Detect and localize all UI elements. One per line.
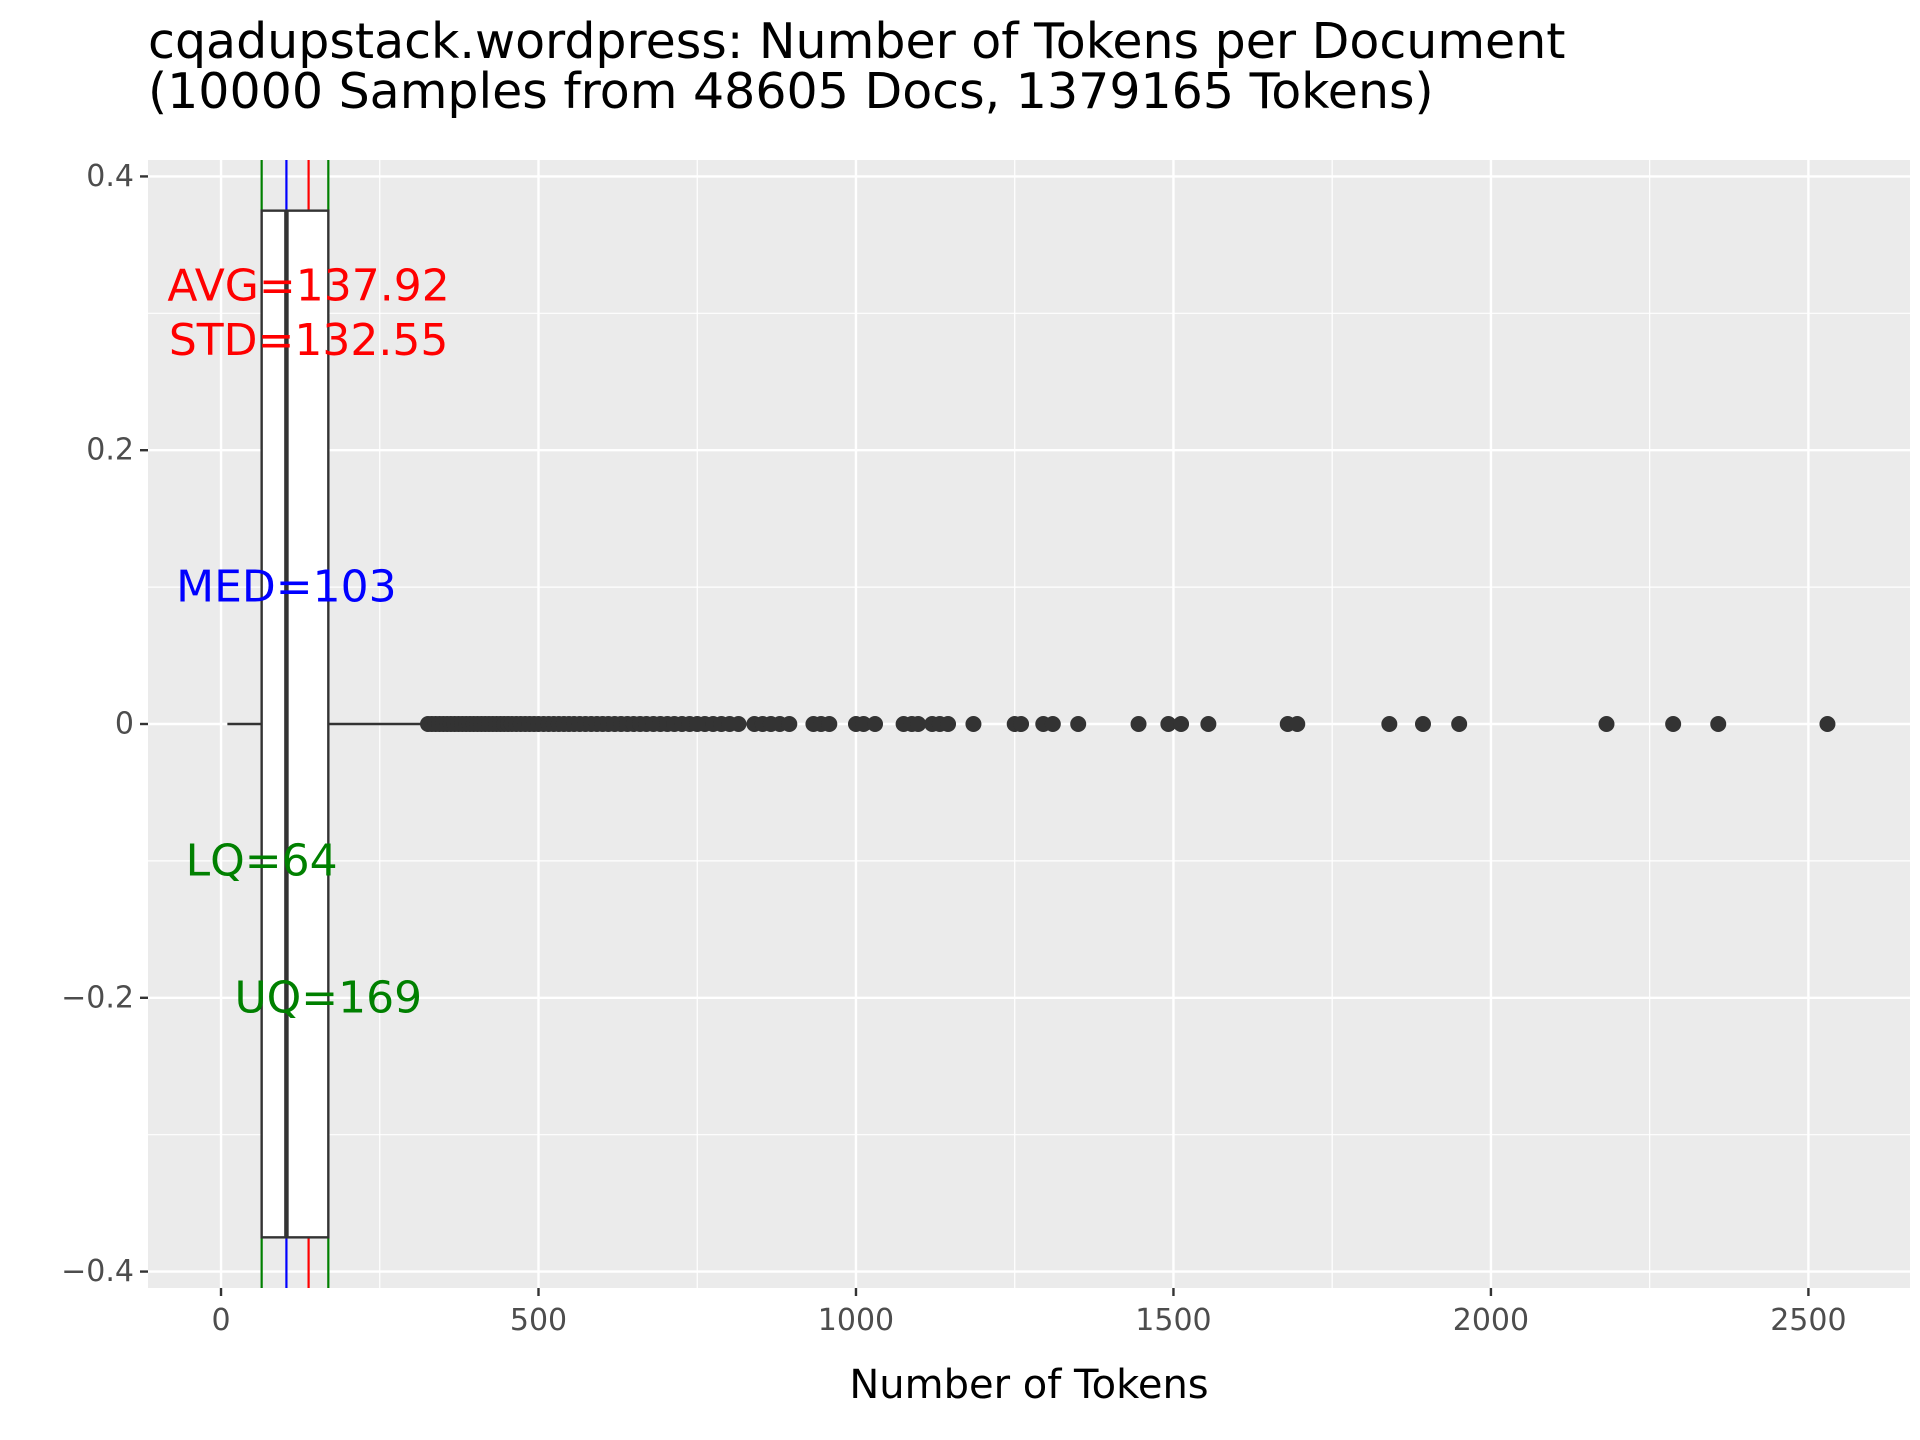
- x-tick-label: 500: [510, 1303, 567, 1338]
- outlier-point: [910, 716, 927, 732]
- outlier-point: [1665, 716, 1682, 732]
- x-tick-label: 1500: [1135, 1303, 1211, 1338]
- y-tick-label: 0: [115, 707, 134, 742]
- chart-title: cqadupstack.wordpress: Number of Tokens …: [148, 13, 1565, 70]
- outlier-point: [1710, 716, 1727, 732]
- annotation-label: MED=103: [176, 562, 397, 613]
- outlier-point: [867, 716, 884, 732]
- outlier-point: [1414, 716, 1431, 732]
- x-tick-label: 2000: [1453, 1303, 1529, 1338]
- annotation-label: UQ=169: [234, 972, 422, 1023]
- outlier-point: [1013, 716, 1030, 732]
- y-tick-label: −0.2: [61, 980, 134, 1015]
- box-iqr: [260, 209, 330, 1239]
- annotation-label: LQ=64: [186, 835, 338, 886]
- boxplot: [227, 209, 429, 1239]
- annotation-label: AVG=137.92: [167, 260, 449, 311]
- outlier-point: [1598, 716, 1615, 732]
- y-tick-label: 0.4: [86, 159, 134, 194]
- outlier-point: [1173, 716, 1190, 732]
- outlier-points: [420, 716, 1836, 732]
- y-tick-label: 0.2: [86, 433, 134, 468]
- outlier-point: [940, 716, 957, 732]
- annotation-label: STD=132.55: [169, 315, 449, 366]
- outlier-point: [821, 716, 838, 732]
- outlier-point: [1451, 716, 1468, 732]
- x-tick-label: 0: [211, 1303, 230, 1338]
- y-tick-label: −0.4: [61, 1254, 134, 1289]
- outlier-point: [1130, 716, 1147, 732]
- outlier-point: [1044, 716, 1061, 732]
- chart-subtitle: (10000 Samples from 48605 Docs, 1379165 …: [148, 63, 1434, 120]
- x-tick-label: 1000: [818, 1303, 894, 1338]
- outlier-point: [1200, 716, 1217, 732]
- x-tick-label: 2500: [1770, 1303, 1846, 1338]
- outlier-point: [730, 716, 747, 732]
- outlier-point: [1289, 716, 1306, 732]
- outlier-point: [1819, 716, 1836, 732]
- outlier-point: [855, 716, 872, 732]
- outlier-point: [965, 716, 982, 732]
- outlier-point: [1381, 716, 1398, 732]
- x-axis-title: Number of Tokens: [849, 1362, 1208, 1408]
- outlier-point: [781, 716, 798, 732]
- axes: −0.4 −0.2 0 0.2 0.4 0 500 1000 1500 2000 2500: [61, 159, 1846, 1338]
- outlier-point: [1070, 716, 1087, 732]
- outlier-point: [1160, 716, 1177, 732]
